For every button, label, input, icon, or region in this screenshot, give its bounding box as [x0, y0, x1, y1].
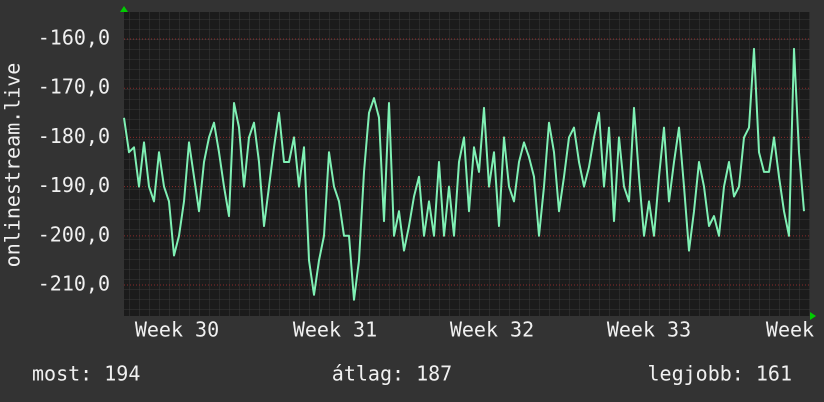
x-tick-label: Week 31 [293, 318, 377, 342]
y-tick-label: -210,0 [38, 272, 110, 296]
stat-label: legjobb: 161 [648, 362, 793, 386]
y-tick-label: -190,0 [38, 173, 110, 197]
axis-arrow [810, 312, 816, 320]
y-tick-label: -200,0 [38, 222, 110, 246]
stat-label: átlag: 187 [332, 362, 452, 386]
x-tick-label: Week [766, 318, 814, 342]
stat-label: most: 194 [32, 362, 140, 386]
x-tick-label: Week 30 [135, 318, 219, 342]
x-tick-label: Week 32 [450, 318, 534, 342]
x-tick-label: Week 33 [607, 318, 691, 342]
y-axis-label: onlinestream.live [1, 63, 25, 268]
y-tick-label: -180,0 [38, 124, 110, 148]
series-line [123, 47, 805, 301]
y-tick-label: -160,0 [38, 26, 110, 50]
axis-arrow [120, 6, 128, 12]
minor-grid [124, 12, 810, 316]
y-tick-label: -170,0 [38, 75, 110, 99]
